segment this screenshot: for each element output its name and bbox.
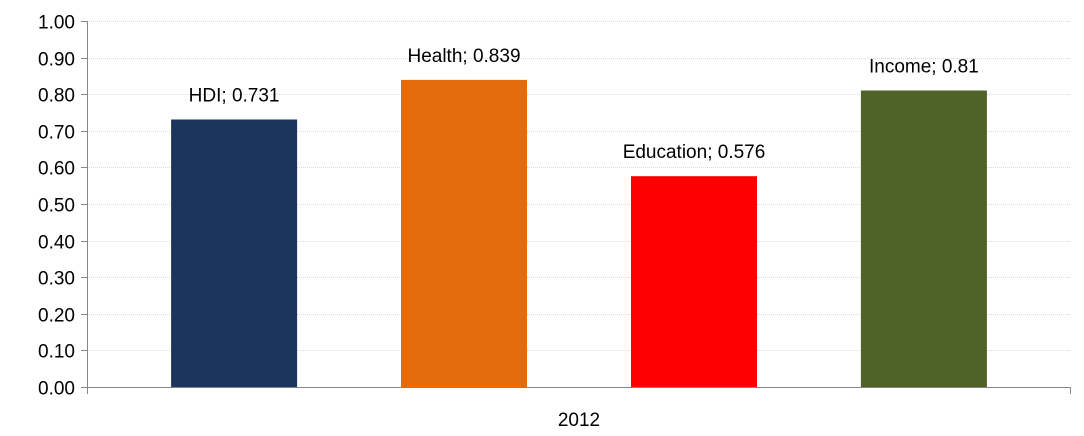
- data-labels: HDI; 0.731 Health; 0.839 Education; 0.576 I…: [189, 46, 979, 163]
- bar-hdi: [171, 119, 298, 387]
- bar-education: [631, 176, 757, 387]
- bars: [171, 79, 987, 388]
- y-tick-label: 0.00: [38, 379, 75, 400]
- data-label-income: Income; 0.81: [869, 57, 979, 78]
- y-tick-label: 0.90: [38, 50, 75, 71]
- y-tick-label: 0.80: [38, 86, 75, 107]
- y-tick-label: 0.10: [38, 342, 75, 363]
- y-tick-labels: 0.00 0.10 0.20 0.30 0.40 0.50 0.60 0.70 0.80 0.90…: [38, 13, 75, 400]
- data-label-health: Health; 0.839: [407, 46, 520, 67]
- bar-health: [401, 79, 527, 388]
- y-tick-label: 0.40: [38, 233, 75, 254]
- y-tick-label: 0.70: [38, 123, 75, 144]
- y-tick-label: 1.00: [38, 13, 75, 34]
- x-category-label: 2012: [558, 410, 600, 431]
- axes: [81, 21, 1071, 394]
- y-tick-label: 0.20: [38, 306, 75, 327]
- y-tick-label: 0.60: [38, 159, 75, 180]
- bar-income: [860, 90, 987, 387]
- y-tick-label: 0.50: [38, 196, 75, 217]
- data-label-education: Education; 0.576: [623, 142, 766, 163]
- data-label-hdi: HDI; 0.731: [189, 86, 280, 107]
- y-tick-label: 0.30: [38, 269, 75, 290]
- x-category-labels: 2012: [558, 410, 600, 431]
